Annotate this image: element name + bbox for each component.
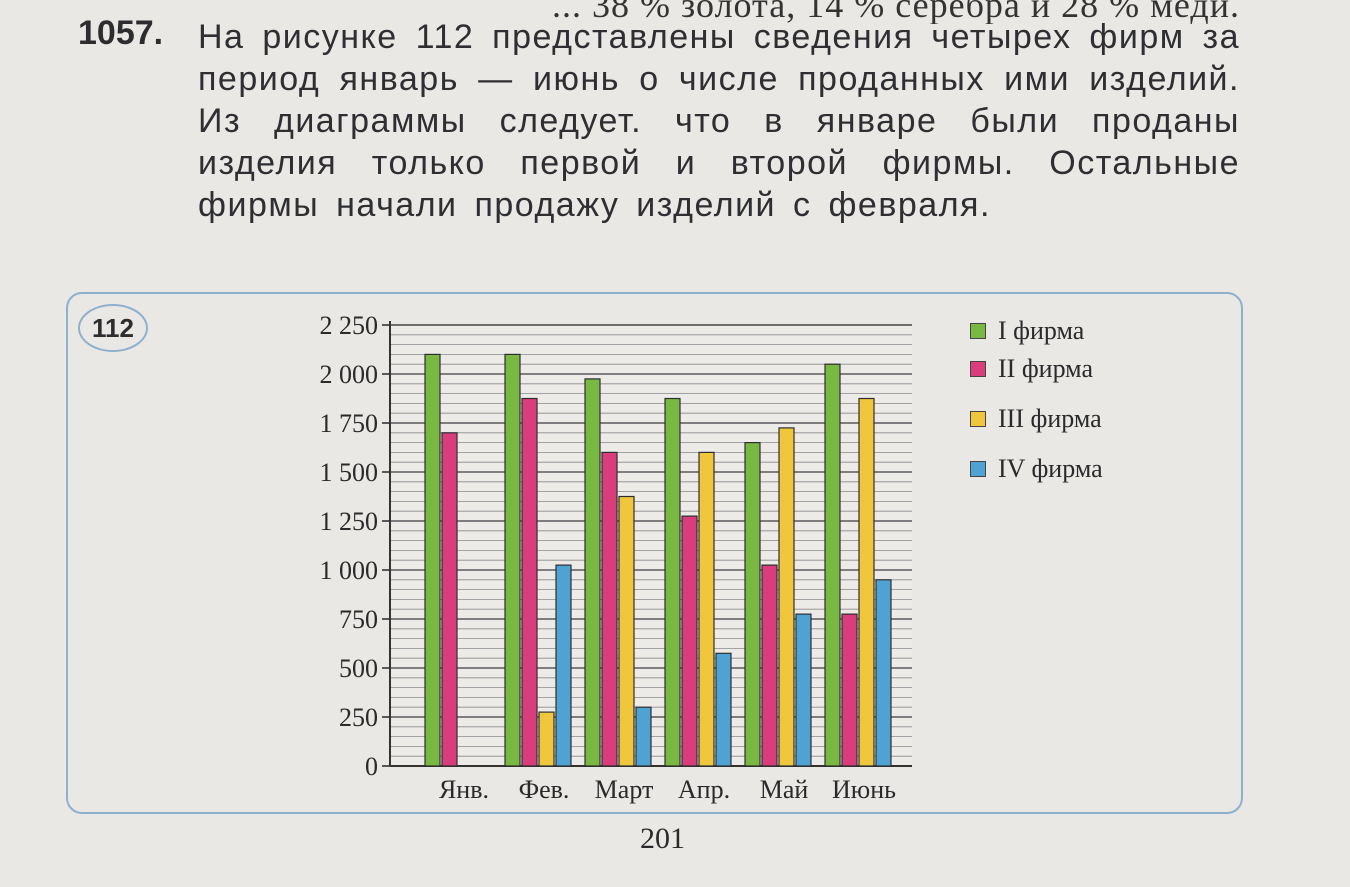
previous-problem-line: ... 38 % золота, 14 % серебра и 28 % мед… <box>552 0 1240 24</box>
x-category-label: Июнь <box>832 775 896 804</box>
bar-3-3 <box>618 495 635 767</box>
x-category-label: Янв. <box>439 775 489 804</box>
bar-2-4 <box>681 515 698 767</box>
bar-3-6 <box>858 397 875 767</box>
y-tick-label: 2 000 <box>320 360 379 389</box>
legend-label: IV фирма <box>998 454 1103 483</box>
y-tick-label: 250 <box>339 703 378 732</box>
legend-swatch <box>970 411 986 428</box>
figure-number-badge: 112 <box>78 304 148 352</box>
bar-4-2 <box>555 564 572 767</box>
bar-1-5 <box>744 442 761 767</box>
bar-4-3 <box>635 706 652 767</box>
y-tick-label: 0 <box>365 752 378 781</box>
bar-4-6 <box>875 579 892 767</box>
y-tick-label: 1 500 <box>320 458 379 487</box>
y-tick-label: 750 <box>339 605 378 634</box>
bar-1-6 <box>824 363 841 767</box>
legend-swatch <box>970 461 986 478</box>
bar-3-4 <box>698 451 715 767</box>
bar-3-2 <box>538 711 555 767</box>
y-tick-label: 1 750 <box>320 409 379 438</box>
legend-label: I фирма <box>998 316 1085 345</box>
problem-text: На рисунке 112 представлены сведения чет… <box>198 18 1240 224</box>
legend-item: I фирма <box>970 316 1084 346</box>
x-category-label: Март <box>595 775 654 804</box>
problem-number: 1057. <box>78 14 164 52</box>
bar-1-2 <box>504 353 521 767</box>
bar-4-4 <box>715 652 732 767</box>
bar-1-3 <box>584 378 601 767</box>
bar-2-1 <box>441 432 458 767</box>
y-tick-label: 1 250 <box>320 507 379 536</box>
legend-swatch <box>970 323 986 340</box>
y-tick-label: 1 000 <box>320 556 379 585</box>
y-tick-label: 500 <box>339 654 378 683</box>
page-number: 201 <box>640 822 685 855</box>
bar-2-5 <box>761 564 778 767</box>
x-category-label: Апр. <box>678 775 730 804</box>
figure-frame <box>66 292 1243 814</box>
legend-label: III фирма <box>998 404 1102 433</box>
figure-number: 112 <box>92 312 134 343</box>
bar-1-1 <box>424 353 441 767</box>
bar-2-3 <box>601 451 618 767</box>
x-category-label: Фев. <box>519 775 570 804</box>
bar-2-2 <box>521 397 538 767</box>
bar-4-5 <box>795 613 812 767</box>
bar-3-5 <box>778 427 795 767</box>
y-tick-label: 2 250 <box>320 311 379 340</box>
legend-item: II фирма <box>970 354 1093 384</box>
bar-1-4 <box>664 397 681 767</box>
legend-label: II фирма <box>998 354 1093 383</box>
legend-item: III фирма <box>970 404 1102 434</box>
legend-swatch <box>970 361 986 378</box>
bar-2-6 <box>841 613 858 767</box>
legend-item: IV фирма <box>970 454 1103 484</box>
x-category-label: Май <box>760 775 809 804</box>
